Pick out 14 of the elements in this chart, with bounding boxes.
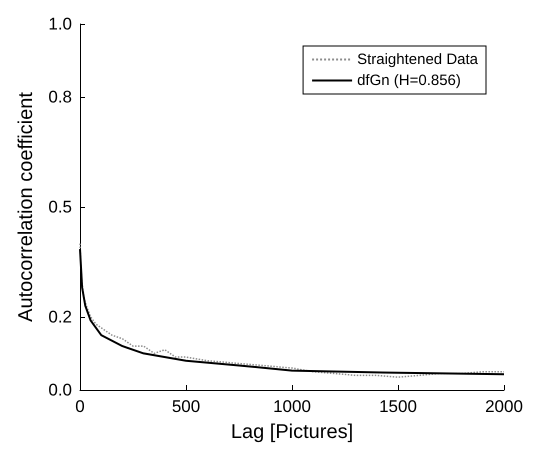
- x-tick-label: 0: [75, 397, 85, 416]
- y-tick-label: 1.0: [48, 14, 72, 34]
- legend-label: Straightened Data: [357, 51, 479, 68]
- y-axis-title: Autocorrelation coefficient: [15, 92, 37, 322]
- x-tick-label: 2000: [485, 397, 523, 416]
- x-tick-label: 1000: [273, 397, 311, 416]
- y-tick-label: 0.0: [48, 380, 72, 400]
- legend-label: dfGn (H=0.856): [357, 72, 461, 89]
- x-tick-label: 1500: [379, 397, 417, 416]
- x-tick-label: 500: [172, 397, 200, 416]
- y-tick-label: 0.8: [48, 88, 72, 107]
- y-tick-label: 0.5: [48, 198, 72, 216]
- y-tick-label: 0.2: [48, 307, 72, 326]
- x-axis-title: Lag [Pictures]: [230, 421, 354, 443]
